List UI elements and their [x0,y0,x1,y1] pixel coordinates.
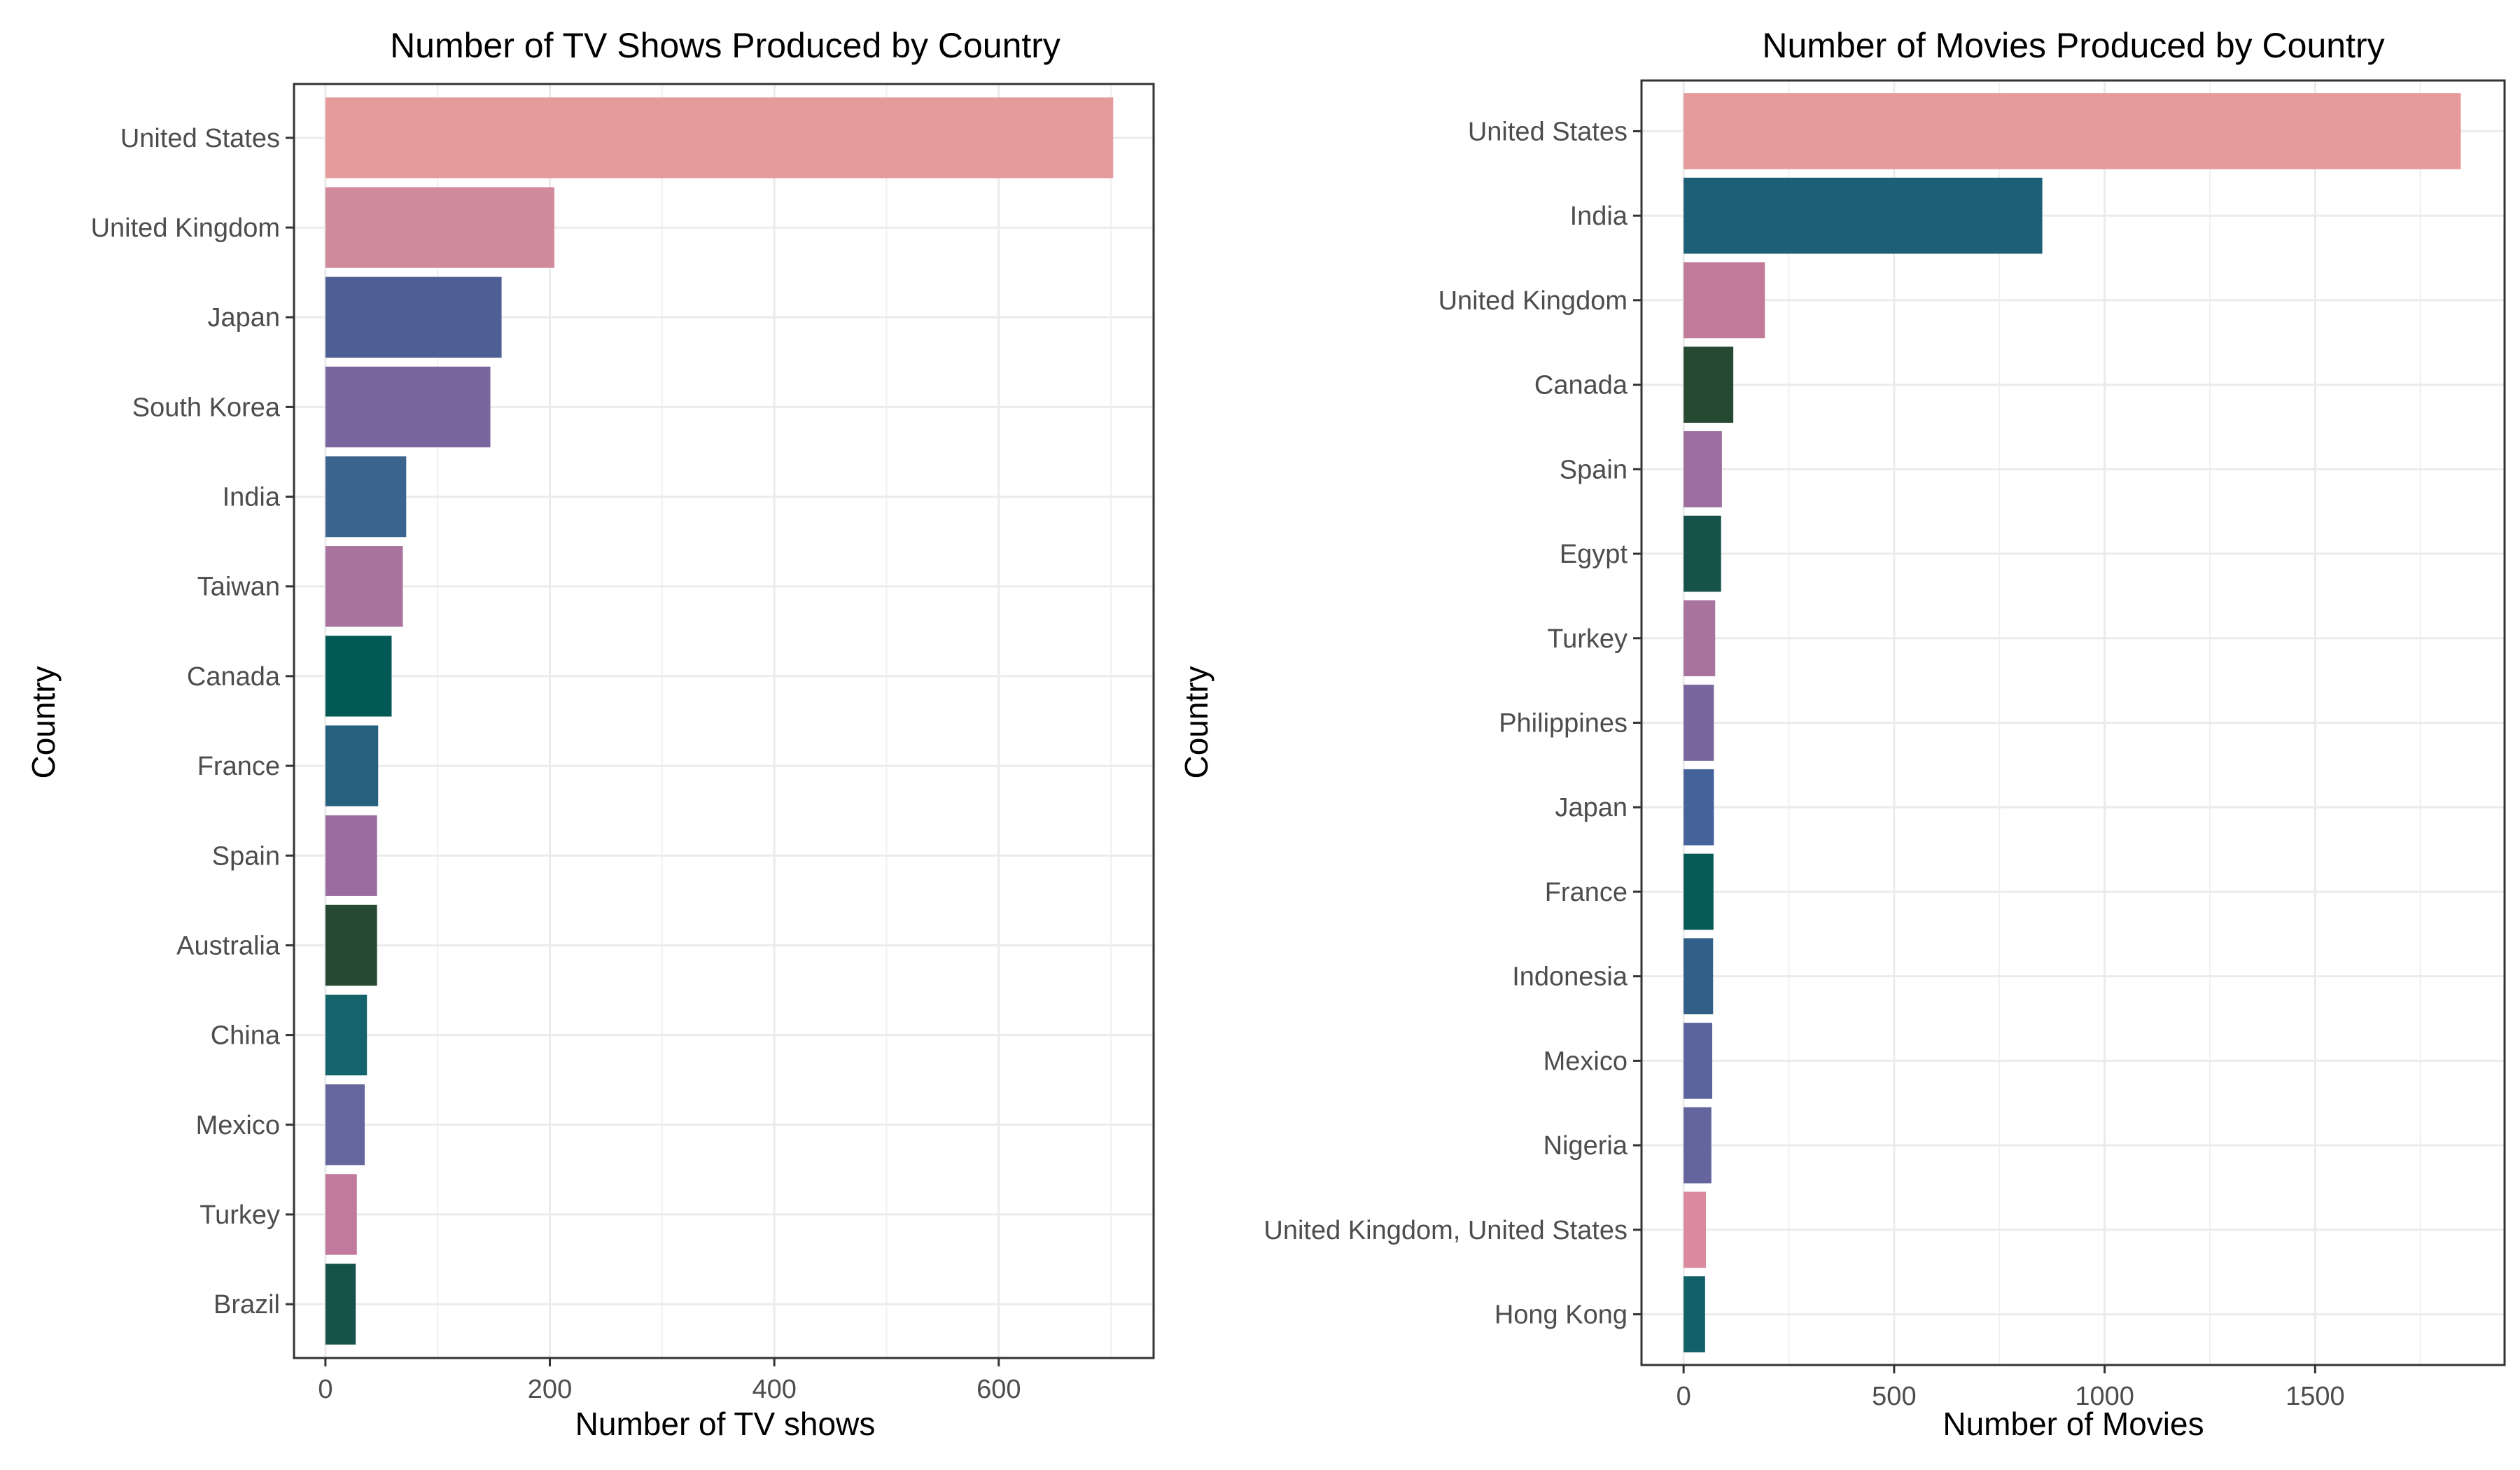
y-tick-label: United Kingdom [91,214,280,243]
x-tick-label: 0 [318,1375,332,1404]
panel-border [293,83,1155,1359]
y-tick-label: United Kingdom [1438,286,1628,316]
bar [325,546,403,627]
tv-shows-chart: Number of TV Shows Produced by Country N… [25,26,1155,1442]
bar [1684,600,1716,677]
bar [1684,1276,1705,1352]
bar [1684,1107,1712,1184]
bar [1684,769,1714,846]
bar [325,994,368,1076]
movies-chart: Number of Movies Produced by Country Num… [1178,26,2506,1442]
bar [325,725,379,806]
bar [325,815,377,896]
bar [1684,93,2461,169]
plot-panel [294,84,1154,1358]
x-axis-title: Number of TV shows [575,1406,876,1442]
bar [325,456,407,538]
y-axis-title: Country [1178,666,1214,778]
y-tick-label: Hong Kong [1494,1301,1628,1330]
bar [1684,515,1721,592]
y-tick-label: Spain [212,841,280,871]
y-tick-label: Egypt [1560,540,1628,569]
bar [325,1084,365,1166]
x-tick-label: 1000 [2075,1382,2134,1411]
y-tick-label: Taiwan [197,573,280,602]
y-tick-label: Turkey [1547,624,1628,654]
y-axis-title: Country [25,666,62,778]
y-tick-label: Spain [1560,455,1628,484]
y-tick-label: Nigeria [1544,1131,1628,1161]
y-tick-label: Indonesia [1512,962,1628,992]
bar [1684,938,1714,1014]
x-tick-label: 200 [528,1375,572,1404]
bar [325,636,392,717]
chart-title: Number of TV Shows Produced by Country [390,26,1060,65]
y-tick-label: India [1570,202,1628,231]
bar [1684,431,1722,507]
panel-border [1640,79,2506,1366]
bar [325,1174,357,1255]
chart-title: Number of Movies Produced by Country [1762,26,2384,65]
x-tick-label: 0 [1676,1382,1691,1411]
y-tick-label: India [223,483,281,512]
bar [1684,346,1734,423]
bar [1684,1191,1707,1268]
x-tick-label: 500 [1872,1382,1916,1411]
y-tick-label: France [1545,878,1628,907]
y-tick-label: Japan [1555,793,1628,822]
x-tick-label: 600 [976,1375,1021,1404]
y-tick-label: United States [1468,117,1628,146]
bar [1684,177,2043,254]
bar [325,187,554,268]
y-tick-label: United States [120,124,280,153]
bar [325,366,491,448]
y-tick-label: Philippines [1499,709,1628,738]
bar [1684,262,1765,339]
y-tick-label: Japan [207,303,280,332]
y-tick-label: United Kingdom, United States [1264,1216,1628,1245]
bar [325,276,502,358]
bar [1684,853,1714,930]
x-tick-label: 400 [752,1375,796,1404]
y-tick-label: China [211,1021,281,1051]
y-tick-label: France [197,752,280,781]
bar [1684,685,1714,761]
bar [325,1264,356,1345]
y-tick-label: Canada [187,662,281,692]
y-tick-label: Brazil [214,1290,280,1320]
y-tick-label: Mexico [196,1111,280,1140]
bar [325,904,377,986]
y-tick-label: South Korea [132,393,281,422]
x-axis-title: Number of Movies [1942,1406,2204,1442]
y-tick-label: Canada [1534,371,1628,400]
bar [1684,1023,1713,1099]
y-tick-label: Turkey [200,1200,280,1230]
y-tick-label: Australia [176,931,281,960]
x-tick-label: 1500 [2286,1382,2345,1411]
y-tick-label: Mexico [1544,1046,1628,1076]
bar [325,97,1114,178]
